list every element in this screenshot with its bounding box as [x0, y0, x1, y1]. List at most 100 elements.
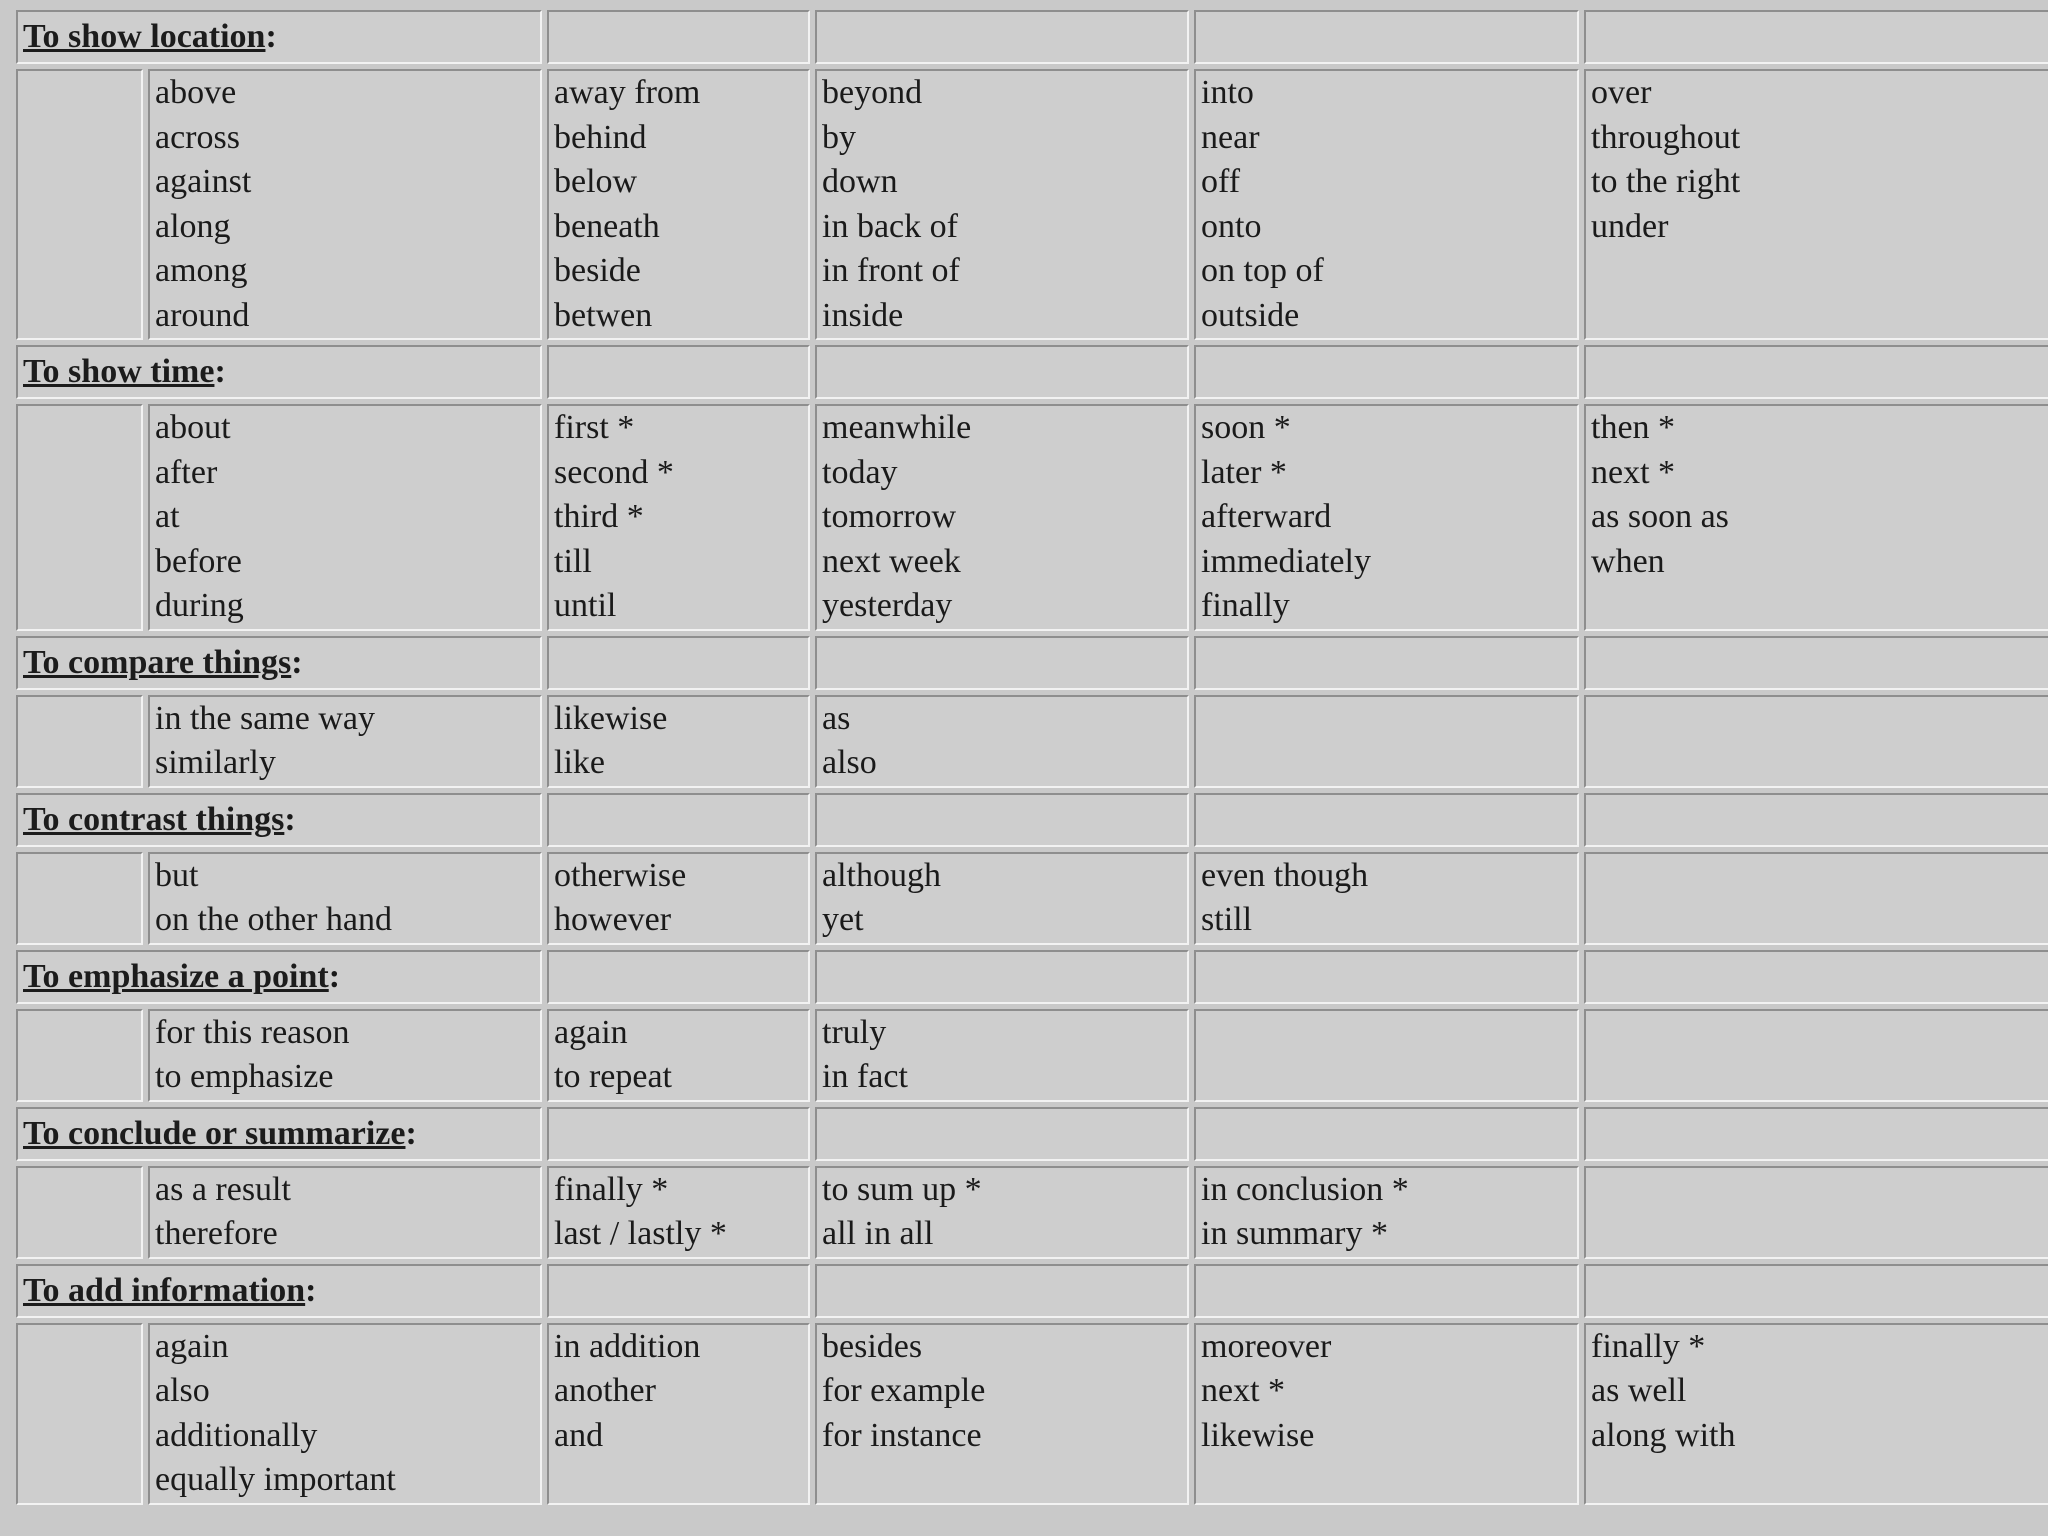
transition-word: however: [554, 901, 672, 938]
transition-word: finally: [1201, 587, 1290, 624]
word-column-cell: even though still: [1194, 851, 1580, 945]
word-column-cell: first * second * third * till until: [547, 404, 811, 631]
transition-word: next *: [1591, 453, 1676, 491]
transition-word: in summary *: [1201, 1215, 1388, 1252]
word-column-cell: in conclusion * in summary *: [1194, 1165, 1580, 1259]
word-column-cell: to sum up * all in all: [815, 1165, 1190, 1259]
header-empty-cell: [1584, 1263, 2048, 1318]
transition-word: even though: [1201, 856, 1369, 894]
section-words-row: about after at before during first * second * t…: [16, 404, 2048, 631]
transition-word: another: [554, 1372, 656, 1409]
transition-word: to the right: [1591, 163, 1741, 200]
transition-word: after: [155, 453, 218, 491]
transition-word: again: [155, 1327, 229, 1365]
indent-cell: [16, 69, 143, 340]
word-column-cell: again to repeat: [547, 1008, 811, 1102]
word-column-cell: over throughout to the right under: [1584, 69, 2048, 340]
transition-word: similarly: [155, 744, 276, 781]
section-title-cell: To contrast things:: [16, 792, 543, 847]
transition-word: inside: [822, 296, 904, 334]
transition-word: to repeat: [554, 1058, 673, 1095]
transition-word: again: [554, 1013, 628, 1051]
word-column-cell: although yet: [815, 851, 1190, 945]
section-title-colon: :: [284, 800, 296, 838]
transition-word: and: [554, 1416, 604, 1454]
transition-word: until: [554, 587, 617, 624]
word-column-cell: meanwhile today tomorrow next week yesterday: [815, 404, 1190, 631]
section-title-colon: :: [405, 1114, 417, 1152]
transition-word: finally *: [554, 1170, 669, 1208]
transition-word: in front of: [822, 252, 960, 289]
transition-word: before: [155, 542, 242, 580]
transition-word: betwen: [554, 296, 653, 334]
transition-word: likewise: [1201, 1416, 1315, 1454]
transition-word: outside: [1201, 296, 1300, 334]
transition-word: onto: [1201, 207, 1262, 245]
header-empty-cell: [1584, 792, 2048, 847]
transition-word: into: [1201, 74, 1254, 111]
indent-cell: [16, 1008, 143, 1102]
header-empty-cell: [815, 792, 1190, 847]
header-empty-cell: [1194, 345, 1580, 399]
transition-word: like: [554, 744, 605, 781]
transition-word: therefore: [155, 1215, 278, 1252]
transition-word: till: [554, 542, 592, 580]
header-empty-cell: [1584, 10, 2048, 64]
header-empty-cell: [1194, 1263, 1580, 1318]
section-title-cell: To emphasize a point:: [16, 949, 543, 1004]
transition-word: later *: [1201, 453, 1287, 491]
header-empty-cell: [547, 635, 811, 690]
transition-word: next week: [822, 542, 961, 580]
transition-word: about: [155, 409, 231, 446]
section-words-row: above across against along among around away f…: [16, 69, 2048, 340]
section-header-row: To compare things:: [16, 635, 2048, 690]
transition-word: as: [822, 699, 851, 737]
transition-word: over: [1591, 74, 1652, 111]
word-column-cell: then * next * as soon as when: [1584, 404, 2048, 631]
word-column-cell: besides for example for instance: [815, 1322, 1190, 1505]
word-column-cell: otherwise however: [547, 851, 811, 945]
section-title-cell: To add information:: [16, 1263, 543, 1318]
transition-word: by: [822, 118, 857, 156]
transition-word: for example: [822, 1372, 986, 1409]
transition-word: as a result: [155, 1170, 291, 1208]
header-empty-cell: [547, 949, 811, 1004]
transition-word: beside: [554, 252, 641, 289]
word-column-cell: soon * later * afterward immediately finally: [1194, 404, 1580, 631]
transition-word: in fact: [822, 1058, 908, 1095]
word-column-cell: [1194, 694, 1580, 788]
header-empty-cell: [1584, 949, 2048, 1004]
word-column-cell: [1584, 1008, 2048, 1102]
transition-word: on the other hand: [155, 901, 392, 938]
section-title-colon: :: [328, 957, 341, 995]
transition-word: additionally: [155, 1416, 318, 1454]
section-title-cell: To compare things:: [16, 635, 543, 690]
section-header-row: To show location:: [16, 10, 2048, 64]
word-column-cell: [1194, 1008, 1580, 1102]
transition-word: near: [1201, 118, 1260, 156]
transition-word: in conclusion *: [1201, 1170, 1409, 1208]
word-column-cell: as a result therefore: [148, 1165, 543, 1259]
transition-word: soon *: [1201, 409, 1291, 446]
transition-word: as soon as: [1591, 498, 1729, 535]
word-column-cell: in the same way similarly: [148, 694, 543, 788]
transition-word: in the same way: [155, 699, 375, 737]
word-column-cell: [1584, 694, 2048, 788]
transition-word: away from: [554, 74, 701, 111]
header-empty-cell: [1584, 345, 2048, 399]
section-words-row: in the same way similarly likewise like as al…: [16, 694, 2048, 788]
word-column-cell: finally * as well along with: [1584, 1322, 2048, 1505]
transition-word: behind: [554, 118, 647, 156]
word-column-cell: for this reason to emphasize: [148, 1008, 543, 1102]
section-title-to-emphasize-a-point: To emphasize a point: [23, 957, 329, 995]
transition-word: equally important: [155, 1461, 396, 1498]
transition-word: to sum up *: [822, 1170, 982, 1208]
transition-word: today: [822, 453, 898, 491]
transition-word: but: [155, 856, 199, 894]
word-column-cell: away from behind below beneath beside betwen: [547, 69, 811, 340]
section-title-cell: To show time:: [16, 345, 543, 399]
word-column-cell: about after at before during: [148, 404, 543, 631]
section-header-row: To add information:: [16, 1263, 2048, 1318]
transition-word: below: [554, 163, 638, 200]
section-header-row: To contrast things:: [16, 792, 2048, 847]
